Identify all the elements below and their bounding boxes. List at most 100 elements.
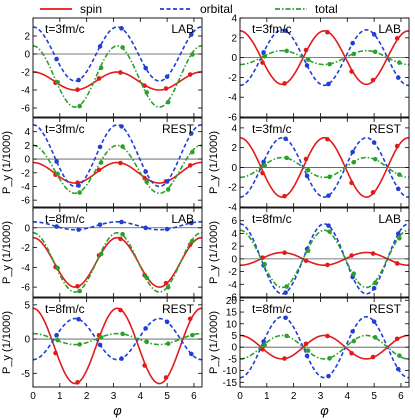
y-tick-label: 5 <box>231 331 237 342</box>
marker-total <box>55 337 60 343</box>
series-line-total <box>33 144 202 195</box>
marker-total <box>397 235 402 241</box>
marker-total <box>327 61 332 67</box>
panel-row2-left: -6 -4 -2 0 2 4 t=3fm/c REST P_y (1/1000) <box>1 117 203 208</box>
marker-total <box>351 160 357 165</box>
series-line-total <box>240 156 409 179</box>
x-tick-label: 0 <box>30 391 36 402</box>
marker-orbital <box>350 149 355 155</box>
plot-frame <box>239 297 410 388</box>
series-line-total <box>240 334 409 360</box>
y-tick-label: 0 <box>231 163 237 174</box>
legend-label-total: total <box>315 2 338 16</box>
panel-row2-right: -4 -2 0 2 4 t=3fm/c REST P_y (1/1000) <box>208 117 410 214</box>
x-tick-label: 2 <box>291 391 297 402</box>
marker-total <box>305 248 311 254</box>
marker-total <box>284 155 289 161</box>
marker-spin <box>349 180 354 186</box>
x-tick-label: 4 <box>138 391 144 402</box>
marker-total <box>262 261 267 267</box>
y-tick-label: -10 <box>223 366 238 377</box>
marker-orbital <box>119 356 124 361</box>
marker-total <box>351 338 357 344</box>
series-line-spin <box>240 334 409 360</box>
marker-orbital <box>164 319 170 325</box>
marker-orbital <box>371 140 377 145</box>
marker-total <box>397 60 402 65</box>
marker-total <box>55 171 60 177</box>
marker-orbital <box>283 28 288 34</box>
y-axis-label: P_y (1/1000) <box>208 221 220 284</box>
y-tick-label: -4 <box>228 203 237 214</box>
series-line-spin <box>33 307 202 385</box>
marker-total <box>262 163 267 168</box>
marker-total <box>397 172 402 177</box>
marker-total <box>305 348 311 353</box>
y-axis-label: P_y (1/1000) <box>1 131 13 194</box>
marker-total <box>190 238 195 244</box>
marker-spin <box>282 356 287 361</box>
y-tick-label: 0 <box>231 254 237 265</box>
marker-total <box>144 339 150 345</box>
series-line-spin <box>33 161 202 184</box>
annotation-frame: REST <box>162 122 195 136</box>
marker-total <box>144 275 150 281</box>
marker-orbital <box>76 77 81 83</box>
marker-orbital <box>350 329 355 334</box>
plot-frame <box>239 117 410 208</box>
marker-orbital <box>143 65 148 71</box>
series-line-total <box>240 49 409 66</box>
annotation-frame: LAB <box>171 22 194 36</box>
marker-orbital <box>188 131 194 136</box>
marker-orbital <box>97 144 103 150</box>
y-tick-label: 6 <box>231 216 237 227</box>
marker-total <box>144 90 150 95</box>
marker-total <box>372 335 378 340</box>
marker-orbital <box>395 231 401 236</box>
marker-spin <box>260 170 265 176</box>
y-axis-label: P_y (1/1000) <box>1 311 13 374</box>
y-tick-label: -2 <box>228 183 237 194</box>
y-tick-label: 2 <box>24 141 30 152</box>
marker-spin <box>370 354 376 360</box>
marker-spin <box>282 81 287 86</box>
marker-orbital <box>395 186 401 192</box>
marker-orbital <box>188 32 194 37</box>
x-tick-label: 3 <box>111 391 117 402</box>
marker-spin <box>325 29 330 35</box>
series-line-orbital <box>33 124 202 188</box>
x-axis-label: φ <box>113 403 122 418</box>
panel-row3-left: -6 -4 -2 0 t=8fm/c LAB P_y (1/1000) <box>1 207 203 298</box>
marker-orbital <box>164 179 170 184</box>
marker-spin <box>303 156 309 162</box>
annotation-time: t=8fm/c <box>45 212 85 226</box>
marker-orbital <box>326 373 331 379</box>
marker-spin <box>325 136 330 142</box>
marker-total <box>98 65 104 71</box>
plot-frame <box>32 207 203 298</box>
marker-spin <box>325 333 330 339</box>
y-tick-label: 2 <box>231 33 237 44</box>
marker-spin <box>96 76 102 81</box>
marker-orbital <box>119 219 124 225</box>
y-tick-label: 0 <box>231 53 237 64</box>
series-line-orbital <box>240 223 409 295</box>
marker-total <box>305 57 311 62</box>
x-tick-label: 5 <box>164 391 170 402</box>
marker-total <box>372 49 378 55</box>
series-line-total <box>240 229 409 289</box>
marker-spin <box>260 60 265 65</box>
y-tick-label: 2 <box>231 143 237 154</box>
marker-orbital <box>326 81 331 87</box>
x-tick-label: 1 <box>57 391 63 402</box>
y-tick-label: -4 <box>21 86 30 97</box>
y-axis-label: P_y (1/1000) <box>208 311 220 374</box>
marker-orbital <box>283 290 288 295</box>
y-axis-label: P_y (1/1000) <box>1 221 13 284</box>
marker-total <box>98 160 104 165</box>
y-tick-label: 0 <box>24 223 30 234</box>
y-tick-label: -2 <box>21 68 30 79</box>
marker-total <box>190 52 195 57</box>
marker-total <box>55 79 60 85</box>
